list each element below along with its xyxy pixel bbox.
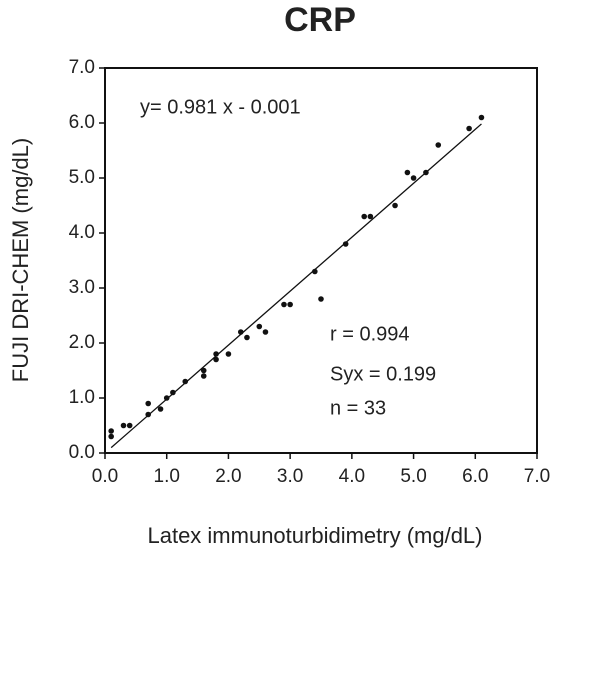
equation: y= 0.981 x - 0.001 xyxy=(140,96,301,118)
point xyxy=(423,169,429,176)
point xyxy=(120,422,127,429)
point xyxy=(262,329,269,335)
y-tick-label: 6.0 xyxy=(69,112,95,133)
y-tick-label: 2.0 xyxy=(69,332,95,353)
point xyxy=(404,169,411,176)
point xyxy=(410,175,417,181)
point xyxy=(435,142,442,148)
y-tick-label: 4.0 xyxy=(69,222,95,243)
point xyxy=(256,323,263,330)
x-tick-label: 7.0 xyxy=(524,466,550,487)
point xyxy=(108,433,114,440)
point xyxy=(342,241,349,247)
x-tick-label: 0.0 xyxy=(92,466,118,487)
x-axis-label: Latex immunoturbidimetry (mg/dL) xyxy=(147,523,482,548)
x-tick-label: 3.0 xyxy=(277,466,303,487)
point xyxy=(392,202,398,209)
point xyxy=(170,389,176,396)
y-tick-label: 5.0 xyxy=(69,167,95,188)
annotation: n = 33 xyxy=(330,397,386,419)
point xyxy=(287,301,293,308)
chart-title: CRP xyxy=(284,1,356,39)
point xyxy=(163,395,170,401)
point xyxy=(466,125,472,132)
x-tick-label: 4.0 xyxy=(339,466,365,487)
point xyxy=(200,373,207,379)
point xyxy=(244,334,250,341)
y-tick-label: 1.0 xyxy=(69,387,95,408)
annotation: Syx = 0.199 xyxy=(330,363,436,385)
point xyxy=(145,400,151,407)
plot-frame xyxy=(104,67,538,454)
point xyxy=(213,351,219,357)
point xyxy=(281,301,287,308)
point xyxy=(182,378,189,385)
annotation: r = 0.994 xyxy=(330,323,410,345)
point xyxy=(145,411,151,418)
y-axis-label: FUJI DRI-CHEM (mg/dL) xyxy=(8,138,33,382)
point xyxy=(478,114,485,121)
x-tick-label: 6.0 xyxy=(462,466,488,487)
y-tick-label: 3.0 xyxy=(69,277,95,298)
point xyxy=(237,329,244,335)
point xyxy=(318,296,324,302)
y-tick-label: 0.0 xyxy=(69,442,95,463)
point xyxy=(126,422,133,429)
x-tick-label: 2.0 xyxy=(215,466,241,487)
point xyxy=(108,428,114,434)
point xyxy=(200,367,207,374)
point xyxy=(213,356,219,363)
x-tick-label: 1.0 xyxy=(154,466,180,487)
point xyxy=(312,268,318,275)
x-tick-label: 5.0 xyxy=(400,466,426,487)
point xyxy=(367,213,374,220)
point xyxy=(157,406,164,412)
point xyxy=(361,213,368,220)
y-tick-label: 7.0 xyxy=(69,57,95,78)
point xyxy=(225,351,232,357)
